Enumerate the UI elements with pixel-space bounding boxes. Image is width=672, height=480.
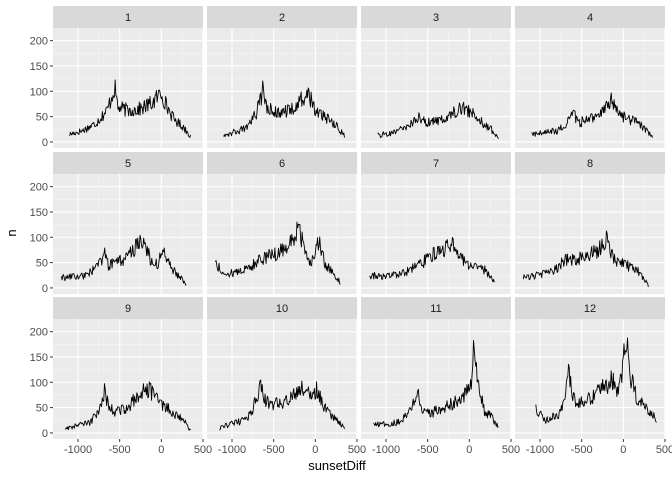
facet-strip (361, 152, 511, 174)
x-tick-label: -1000 (218, 444, 246, 456)
series-line (219, 379, 345, 431)
facet-strip-label: 9 (125, 303, 131, 315)
y-tick-label: 0 (42, 428, 48, 440)
y-tick-label: 0 (42, 283, 48, 295)
y-tick-label: 150 (30, 352, 48, 364)
series-line (65, 381, 191, 431)
series-line (535, 337, 657, 424)
facet-panel-11: 11 (361, 297, 512, 439)
y-tick-label: 200 (30, 327, 48, 339)
series-line (373, 340, 499, 428)
y-tick-label: 150 (30, 61, 48, 73)
panel-background (53, 28, 203, 148)
panel-background (207, 319, 357, 439)
facet-panel-5: 5 (53, 152, 204, 294)
facet-strip (361, 6, 511, 28)
facet-panel-9: 9 (53, 297, 204, 439)
facet-panel-10: 10 (207, 297, 358, 439)
x-tick-label: -1000 (372, 444, 400, 456)
facet-strip (361, 297, 511, 319)
facet-panel-7: 7 (361, 152, 512, 294)
x-tick-label: -500 (109, 444, 131, 456)
y-tick-label: 50 (36, 403, 48, 415)
facet-strip (207, 297, 357, 319)
y-axis-title: n (4, 229, 19, 236)
facet-panel-8: 8 (515, 152, 666, 294)
x-tick-label: 0 (158, 444, 164, 456)
facet-strip (53, 297, 203, 319)
series-line (531, 92, 653, 138)
x-tick-label: -1000 (64, 444, 92, 456)
y-tick-label: 150 (30, 207, 48, 219)
x-tick-label: 0 (620, 444, 626, 456)
facet-strip-label: 3 (433, 12, 439, 24)
facet-strip-label: 4 (587, 12, 593, 24)
x-tick-label: 500 (194, 444, 212, 456)
facet-panel-1: 1 (53, 6, 204, 148)
x-tick-label: -500 (417, 444, 439, 456)
x-tick-label: -500 (263, 444, 285, 456)
x-axis-title: sunsetDiff (308, 458, 366, 473)
facet-strip-label: 6 (279, 158, 285, 170)
panel-background (361, 319, 511, 439)
facet-strip (53, 152, 203, 174)
panel-background (53, 174, 203, 294)
y-tick-label: 100 (30, 377, 48, 389)
facet-strip-label: 7 (433, 158, 439, 170)
x-tick-label: 500 (348, 444, 366, 456)
facet-panels: 1 2 3 45 6 7 89 10 11 12 (53, 6, 666, 439)
series-line (214, 221, 341, 285)
facet-strip-label: 8 (587, 158, 593, 170)
facet-strip-label: 5 (125, 158, 131, 170)
y-tick-label: 0 (42, 137, 48, 149)
x-tick-label: 500 (656, 444, 672, 456)
series-line (69, 79, 191, 138)
x-tick-label: -1000 (526, 444, 554, 456)
panel-background (207, 28, 357, 148)
axes: 050100150200050100150200050100150200-100… (30, 36, 672, 456)
facet-strip (515, 6, 665, 28)
facet-strip-label: 10 (276, 303, 288, 315)
y-tick-label: 100 (30, 232, 48, 244)
x-tick-label: 500 (502, 444, 520, 456)
x-tick-label: 0 (466, 444, 472, 456)
facet-strip (207, 6, 357, 28)
facet-strip (53, 6, 203, 28)
panel-background (515, 174, 665, 294)
y-tick-label: 200 (30, 36, 48, 48)
series-line (369, 237, 495, 283)
series-line (60, 234, 187, 286)
facet-strip (207, 152, 357, 174)
y-tick-label: 50 (36, 112, 48, 124)
facet-strip-label: 1 (125, 12, 131, 24)
y-tick-label: 50 (36, 258, 48, 270)
facet-strip-label: 12 (584, 303, 596, 315)
series-line (522, 230, 649, 288)
series-line (223, 80, 345, 138)
facet-panel-3: 3 (361, 6, 512, 148)
series-line (377, 101, 499, 140)
y-tick-label: 200 (30, 182, 48, 194)
x-tick-label: 0 (312, 444, 318, 456)
facet-panel-6: 6 (207, 152, 358, 294)
panel-background (515, 319, 665, 439)
y-tick-label: 100 (30, 86, 48, 98)
facet-panel-4: 4 (515, 6, 666, 148)
facet-strip-label: 2 (279, 12, 285, 24)
facet-panel-2: 2 (207, 6, 358, 148)
facet-strip (515, 297, 665, 319)
facet-strip-label: 11 (430, 303, 441, 315)
facet-strip (515, 152, 665, 174)
panel-background (53, 319, 203, 439)
facet-panel-12: 12 (515, 297, 666, 439)
x-tick-label: -500 (571, 444, 593, 456)
